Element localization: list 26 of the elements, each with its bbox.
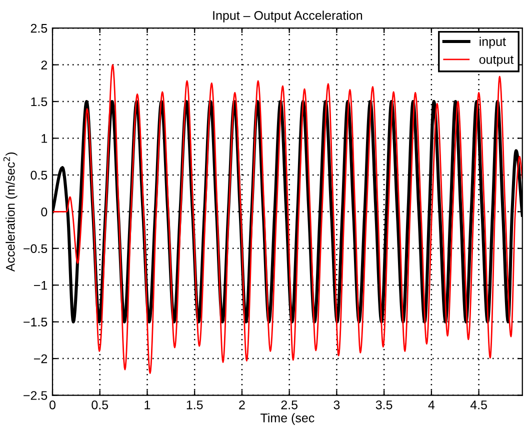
- x-tick-label: 0.5: [92, 400, 108, 410]
- x-tick-label: 1: [144, 400, 150, 410]
- x-tick-label: 0: [50, 400, 56, 410]
- x-tick-label: 4.5: [470, 400, 487, 410]
- y-tick-label: −2: [34, 354, 48, 364]
- x-axis-title: Time (sec: [260, 413, 314, 425]
- y-tick-label: −2.5: [24, 391, 48, 400]
- x-tick-label: 3.5: [376, 400, 392, 410]
- y-tick-label: −1.5: [24, 318, 48, 326]
- y-tick-label: −0.5: [24, 244, 48, 254]
- legend-label: input: [480, 36, 506, 48]
- x-tick-label: 2: [239, 400, 245, 410]
- y-tick-label: 1.5: [31, 97, 48, 106]
- x-tick-label: 3: [334, 400, 340, 410]
- y-tick-label: 1: [42, 134, 48, 143]
- x-tick-label: 1.5: [186, 400, 203, 410]
- y-axis-title: Acceleration (m/sec$^{2}$): [3, 152, 18, 272]
- y-tick-label: 0.5: [30, 170, 48, 180]
- chart-title: Input – Output Acceleration: [213, 10, 362, 22]
- legend-label: output: [479, 56, 514, 66]
- x-tick-label: 4: [428, 400, 435, 410]
- x-tick-label: 2.5: [281, 400, 298, 410]
- y-tick-label: −1: [34, 281, 48, 290]
- y-tick-label: 0: [41, 207, 48, 216]
- y-tick-label: 2.5: [30, 24, 48, 33]
- y-tick-label: 2: [41, 60, 48, 70]
